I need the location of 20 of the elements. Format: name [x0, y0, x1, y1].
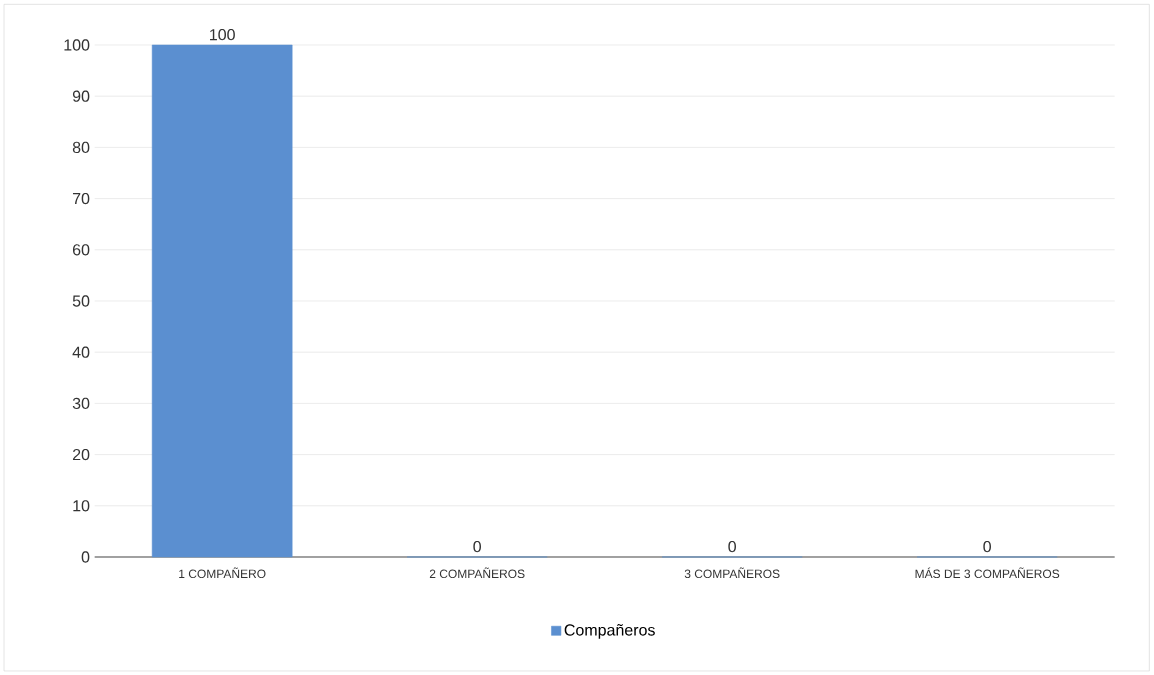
y-tick-label: 60 [72, 244, 90, 256]
y-tick-label: 70 [72, 192, 90, 205]
y-tick-label: 0 [81, 551, 90, 563]
y-tick-label: 80 [72, 141, 90, 154]
data-label: 100 [210, 28, 235, 41]
data-label: 0 [473, 540, 481, 553]
legend-label: Compañeros [564, 624, 655, 639]
y-tick-label: 40 [72, 346, 90, 358]
y-tick-label: 50 [72, 295, 90, 307]
y-tick-label: 30 [72, 397, 90, 410]
y-tick-label: 100 [64, 39, 90, 51]
data-label: 0 [983, 540, 991, 553]
y-tick-label: 90 [72, 90, 90, 102]
x-tick-label: 2 COMPAÑEROS [429, 567, 525, 579]
data-label: 0 [728, 540, 736, 553]
y-tick-label: 10 [73, 500, 90, 512]
x-tick-label: 1 COMPAÑERO [179, 567, 266, 579]
x-tick-label: MÁS DE 3 COMPAÑEROS [915, 567, 1060, 579]
x-tick-label: 3 COMPAÑEROS [684, 567, 780, 579]
y-tick-label: 20 [72, 448, 90, 461]
